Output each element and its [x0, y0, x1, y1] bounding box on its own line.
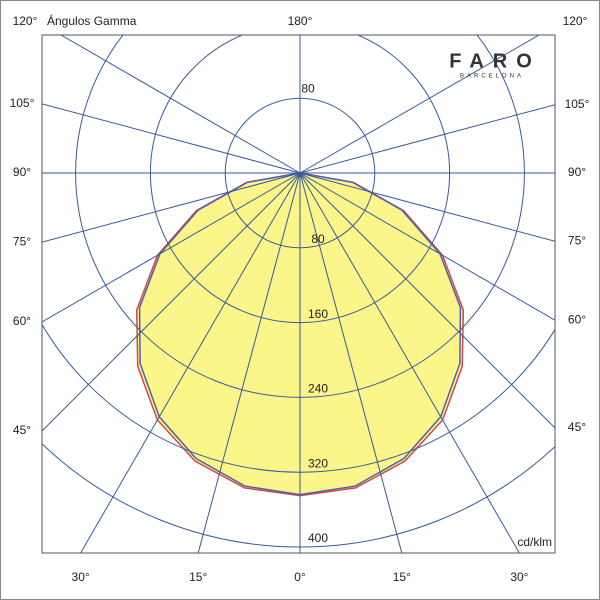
ray [299, 35, 540, 174]
angle-label: 45° [13, 423, 31, 437]
ring-label: 80 [301, 81, 315, 95]
ring-label: 80 [311, 232, 325, 246]
ray [42, 172, 301, 243]
ray [42, 103, 301, 174]
curve-right [299, 172, 462, 496]
angle-label: 60° [568, 312, 586, 326]
plot [42, 35, 555, 553]
angle-label: 180° [288, 14, 313, 28]
angle-label: 30° [510, 570, 528, 584]
angle-label: 90° [13, 165, 31, 179]
angle-label: 45° [568, 420, 586, 434]
ray [42, 172, 301, 432]
angle-label: 105° [10, 96, 35, 110]
angle-label: 60° [13, 314, 31, 328]
angle-label: 75° [13, 234, 31, 248]
angle-label: 90° [568, 165, 586, 179]
ray [299, 172, 403, 553]
logo: FARO [449, 50, 541, 72]
angle-label: 105° [565, 97, 590, 111]
angle-label: 30° [72, 570, 90, 584]
ring-label: 320 [308, 456, 328, 470]
ray [299, 172, 555, 429]
angle-label: 120° [13, 14, 38, 28]
ring-label: 160 [308, 307, 328, 321]
ring-label: 240 [308, 382, 328, 396]
ray [299, 172, 520, 553]
ray [299, 104, 555, 174]
angle-label: 75° [568, 233, 586, 247]
plot-box [41, 34, 556, 554]
ring-label: 400 [308, 531, 328, 545]
ray [299, 172, 555, 242]
angle-label: 15° [393, 570, 411, 584]
overlay: 80 80 160 240 320 400 120° 105° 90° 75° 60° 45° 30° 1… [10, 14, 590, 584]
angle-label: 15° [189, 570, 207, 584]
ray [299, 172, 555, 321]
angle-label: 120° [563, 14, 588, 28]
ray [197, 172, 301, 553]
angle-label: 0° [294, 570, 306, 584]
logo-sub: BARCELONA [460, 74, 524, 80]
unit-label: cd/klm [517, 535, 552, 549]
ray [60, 35, 301, 174]
chart-title: Ángulos Gamma [47, 13, 137, 28]
curve-left [138, 172, 301, 496]
ray [42, 172, 301, 323]
ray [80, 172, 301, 553]
